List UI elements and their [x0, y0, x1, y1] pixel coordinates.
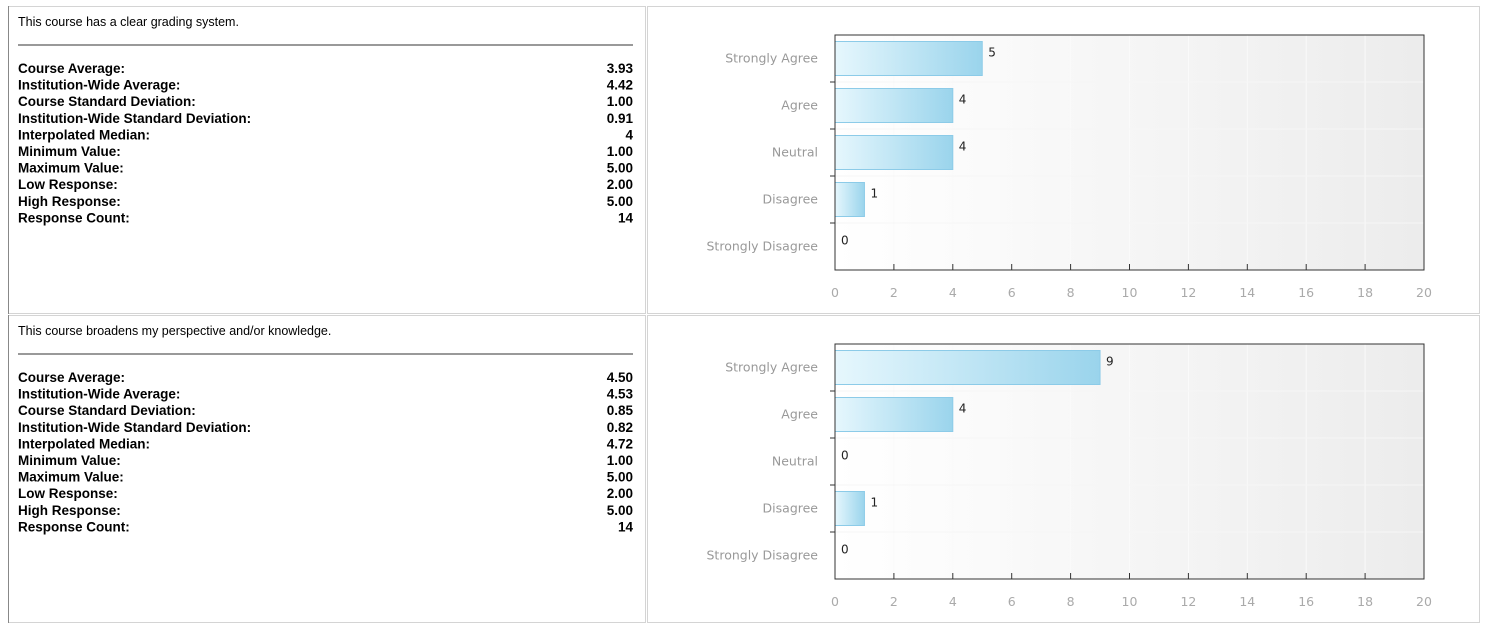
- category-label: Neutral: [772, 145, 818, 160]
- stat-label: High Response:: [18, 503, 121, 518]
- stat-value: 2.00: [607, 177, 633, 192]
- stat-value: 14: [618, 210, 634, 225]
- stat-value: 0.82: [607, 420, 633, 435]
- x-tick-label: 20: [1416, 285, 1432, 300]
- stat-label: Interpolated Median:: [18, 436, 150, 451]
- bar: [834, 41, 983, 76]
- stat-label: Low Response:: [18, 177, 118, 192]
- stat-value: 2.00: [607, 486, 633, 501]
- category-label: Agree: [781, 407, 818, 422]
- x-tick-label: 20: [1416, 594, 1432, 609]
- category-label: Strongly Agree: [725, 360, 818, 375]
- stat-value: 4.72: [607, 436, 633, 451]
- category-label: Strongly Disagree: [707, 548, 819, 563]
- x-tick-label: 10: [1122, 285, 1138, 300]
- stat-label: Response Count:: [18, 519, 130, 534]
- plot-border: [834, 34, 1425, 271]
- stat-label: Institution-Wide Average:: [18, 387, 180, 402]
- stat-value: 1.00: [607, 144, 633, 159]
- stat-label: Low Response:: [18, 486, 118, 501]
- bar: [834, 397, 954, 432]
- x-tick-label: 18: [1357, 594, 1373, 609]
- stat-label: Response Count:: [18, 210, 130, 225]
- bar: [834, 491, 865, 526]
- category-label: Neutral: [772, 454, 818, 469]
- question: This course has a clear grading system.: [18, 15, 239, 29]
- stat-value: 14: [618, 519, 634, 534]
- bar: [834, 88, 954, 123]
- x-tick-label: 2: [890, 285, 898, 300]
- stat-value: 1.00: [607, 94, 633, 109]
- x-tick-label: 0: [831, 594, 839, 609]
- bar: [834, 182, 865, 217]
- stat-value: 0.91: [607, 111, 634, 126]
- x-tick-label: 18: [1357, 285, 1373, 300]
- bar: [834, 135, 954, 170]
- x-tick-label: 8: [1067, 285, 1075, 300]
- value-label: 9: [1106, 355, 1114, 369]
- x-tick-label: 14: [1239, 285, 1255, 300]
- x-tick-label: 2: [890, 594, 898, 609]
- x-tick-label: 16: [1298, 594, 1314, 609]
- bar: [834, 350, 1101, 385]
- stat-label: High Response:: [18, 194, 121, 209]
- stat-value: 0.85: [607, 403, 634, 418]
- stat-value: 5.00: [607, 194, 633, 209]
- stat-value: 5.00: [607, 161, 633, 176]
- stat-value: 4: [625, 127, 633, 142]
- stat-value: 3.93: [607, 61, 634, 76]
- stat-label: Course Average:: [18, 370, 125, 385]
- x-tick-label: 0: [831, 285, 839, 300]
- value-label: 1: [870, 187, 878, 201]
- stat-label: Maximum Value:: [18, 161, 124, 176]
- stat-value: 4.42: [607, 78, 633, 93]
- x-tick-label: 12: [1180, 594, 1196, 609]
- x-tick-label: 6: [1008, 594, 1016, 609]
- value-label: 4: [959, 402, 967, 416]
- stat-value: 4.53: [607, 387, 634, 402]
- left-panel: [8, 6, 646, 314]
- plot-border: [834, 343, 1425, 580]
- stat-label: Course Standard Deviation:: [18, 94, 196, 109]
- value-label: 0: [841, 543, 849, 557]
- value-label: 0: [841, 234, 849, 248]
- x-tick-label: 8: [1067, 594, 1075, 609]
- category-label: Agree: [781, 98, 818, 113]
- value-label: 0: [841, 449, 849, 463]
- stat-label: Institution-Wide Standard Deviation:: [18, 420, 251, 435]
- x-tick-label: 10: [1122, 594, 1138, 609]
- value-label: 1: [870, 496, 878, 510]
- category-label: Disagree: [763, 501, 819, 516]
- question: This course broadens my perspective and/…: [18, 324, 331, 338]
- stat-value: 5.00: [607, 503, 633, 518]
- separator: [18, 353, 633, 355]
- value-label: 5: [988, 46, 996, 60]
- x-tick-label: 12: [1180, 285, 1196, 300]
- separator: [18, 44, 633, 46]
- value-label: 4: [959, 140, 967, 154]
- x-tick-label: 6: [1008, 285, 1016, 300]
- value-label: 4: [959, 93, 967, 107]
- stat-label: Minimum Value:: [18, 144, 121, 159]
- x-tick-label: 4: [949, 594, 957, 609]
- stat-value: 4.50: [607, 370, 633, 385]
- stat-value: 5.00: [607, 470, 633, 485]
- category-label: Strongly Agree: [725, 51, 818, 66]
- category-label: Strongly Disagree: [707, 239, 819, 254]
- stat-label: Interpolated Median:: [18, 127, 150, 142]
- stat-value: 1.00: [607, 453, 633, 468]
- x-tick-label: 16: [1298, 285, 1314, 300]
- x-tick-label: 4: [949, 285, 957, 300]
- stat-label: Institution-Wide Average:: [18, 78, 180, 93]
- stat-label: Maximum Value:: [18, 470, 124, 485]
- stat-label: Minimum Value:: [18, 453, 121, 468]
- stat-label: Course Average:: [18, 61, 125, 76]
- stat-label: Course Standard Deviation:: [18, 403, 196, 418]
- category-label: Disagree: [763, 192, 819, 207]
- x-tick-label: 14: [1239, 594, 1255, 609]
- stat-label: Institution-Wide Standard Deviation:: [18, 111, 251, 126]
- left-panel: [8, 315, 646, 623]
